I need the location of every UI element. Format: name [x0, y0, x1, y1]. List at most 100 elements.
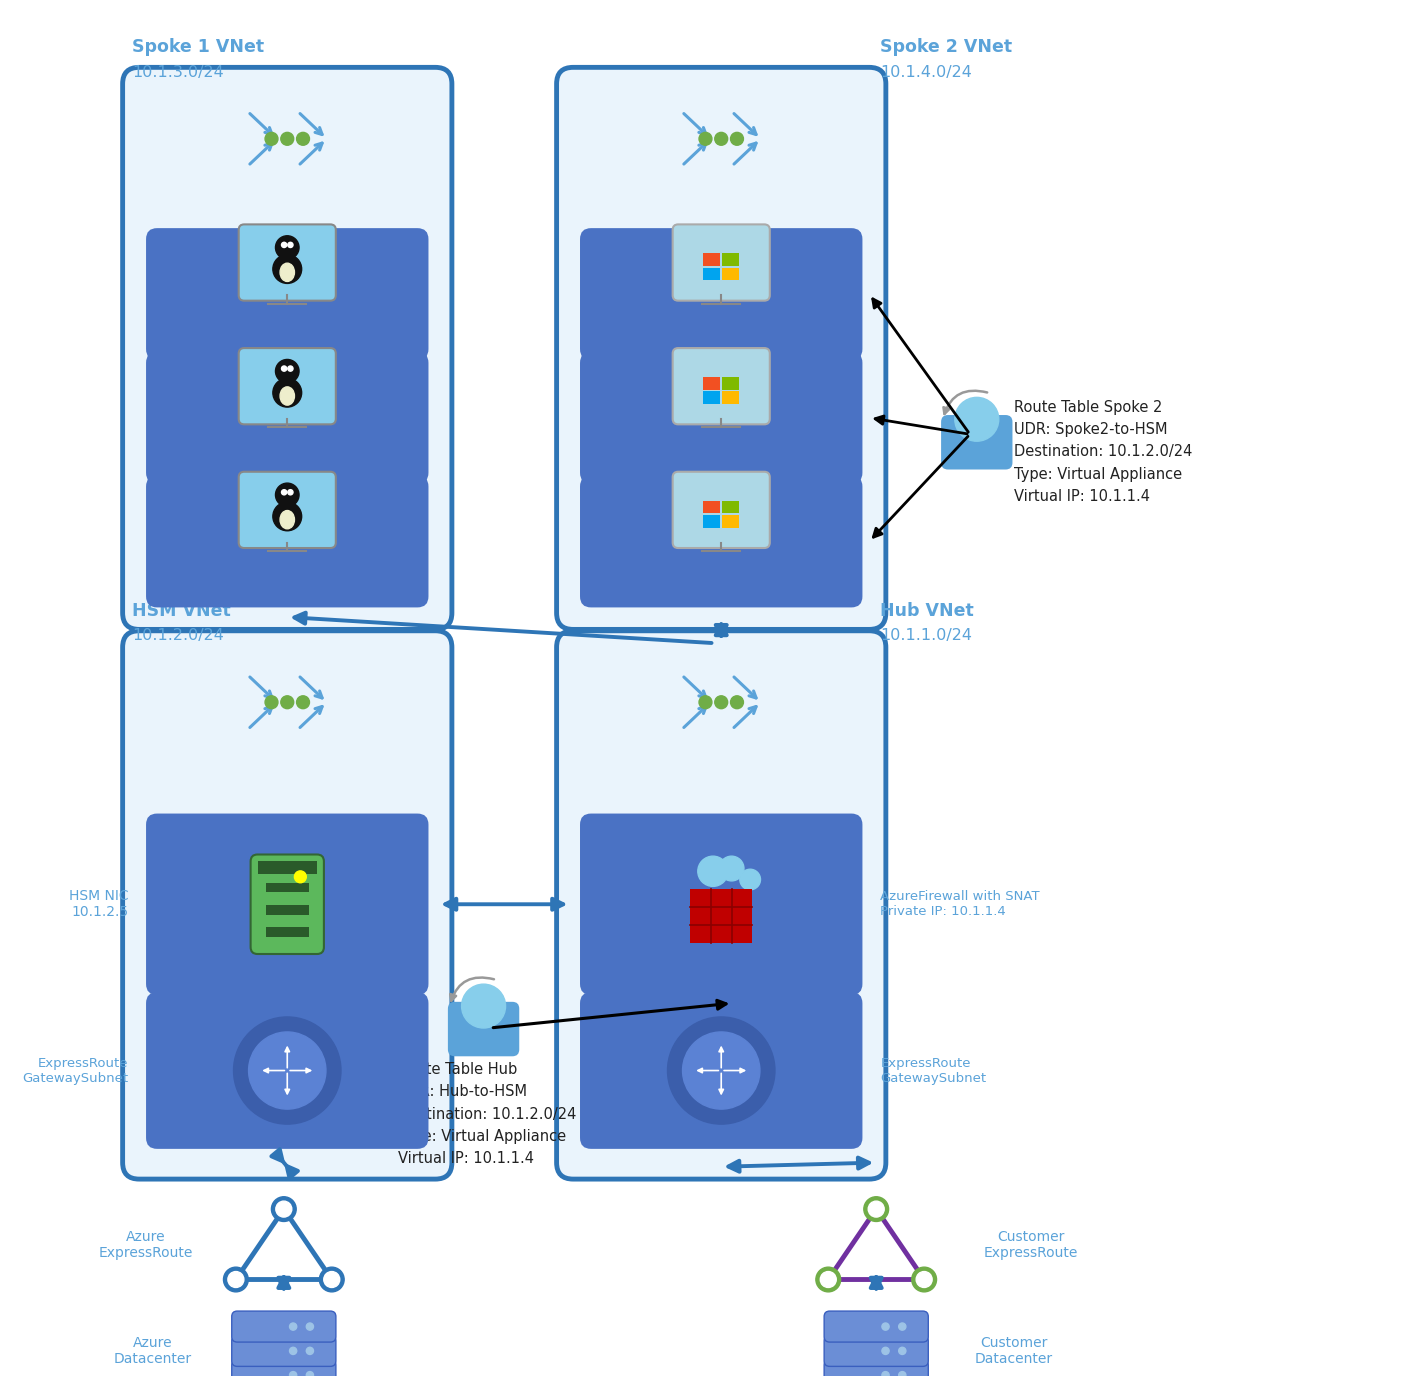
Circle shape	[917, 1271, 932, 1287]
FancyBboxPatch shape	[580, 993, 863, 1148]
FancyBboxPatch shape	[232, 1336, 337, 1366]
FancyBboxPatch shape	[556, 631, 886, 1179]
Circle shape	[282, 490, 287, 494]
FancyBboxPatch shape	[722, 501, 739, 514]
Circle shape	[715, 132, 728, 145]
FancyBboxPatch shape	[122, 67, 452, 629]
FancyBboxPatch shape	[146, 351, 428, 483]
FancyBboxPatch shape	[673, 224, 770, 300]
Text: Customer
Datacenter: Customer Datacenter	[974, 1336, 1053, 1366]
FancyBboxPatch shape	[824, 1359, 928, 1377]
Circle shape	[719, 856, 743, 881]
FancyBboxPatch shape	[232, 1359, 337, 1377]
FancyBboxPatch shape	[722, 267, 739, 280]
Circle shape	[955, 398, 998, 441]
FancyBboxPatch shape	[146, 475, 428, 607]
FancyBboxPatch shape	[703, 267, 719, 280]
FancyBboxPatch shape	[722, 391, 739, 403]
Circle shape	[715, 695, 728, 709]
Circle shape	[228, 1271, 244, 1287]
Circle shape	[265, 132, 277, 145]
Circle shape	[290, 1323, 297, 1330]
Circle shape	[265, 695, 277, 709]
FancyBboxPatch shape	[703, 377, 719, 390]
Circle shape	[731, 695, 743, 709]
Circle shape	[898, 1371, 905, 1377]
Text: ExpressRoute
GatewaySubnet: ExpressRoute GatewaySubnet	[880, 1056, 987, 1085]
Circle shape	[280, 132, 294, 145]
FancyBboxPatch shape	[703, 515, 719, 527]
FancyBboxPatch shape	[580, 229, 863, 359]
FancyBboxPatch shape	[580, 351, 863, 483]
Circle shape	[865, 1197, 888, 1221]
Text: Hub VNet: Hub VNet	[880, 602, 974, 620]
Text: Spoke 1 VNet: Spoke 1 VNet	[132, 39, 265, 56]
Circle shape	[224, 1267, 248, 1292]
Circle shape	[912, 1267, 936, 1292]
Circle shape	[282, 242, 287, 248]
Circle shape	[667, 1018, 774, 1124]
Ellipse shape	[280, 511, 294, 529]
FancyBboxPatch shape	[258, 862, 317, 874]
FancyBboxPatch shape	[580, 814, 863, 996]
FancyBboxPatch shape	[448, 1002, 520, 1056]
Circle shape	[272, 1197, 296, 1221]
Ellipse shape	[280, 263, 294, 281]
Circle shape	[898, 1347, 905, 1355]
Circle shape	[698, 695, 712, 709]
FancyBboxPatch shape	[251, 855, 324, 954]
Text: Customer
ExpressRoute: Customer ExpressRoute	[983, 1230, 1077, 1260]
Circle shape	[320, 1267, 344, 1292]
FancyBboxPatch shape	[703, 253, 719, 266]
Circle shape	[869, 1201, 884, 1217]
FancyBboxPatch shape	[703, 391, 719, 403]
Circle shape	[307, 1347, 314, 1355]
Text: 10.1.4.0/24: 10.1.4.0/24	[880, 65, 972, 80]
Circle shape	[273, 255, 301, 284]
FancyBboxPatch shape	[690, 890, 752, 943]
Text: 10.1.2.0/24: 10.1.2.0/24	[132, 628, 224, 643]
FancyBboxPatch shape	[232, 1311, 337, 1343]
Circle shape	[739, 869, 760, 890]
Circle shape	[276, 235, 298, 259]
Text: Route Table Spoke 2
UDR: Spoke2-to-HSM
Destination: 10.1.2.0/24
Type: Virtual Ap: Route Table Spoke 2 UDR: Spoke2-to-HSM D…	[1014, 399, 1193, 504]
FancyBboxPatch shape	[122, 631, 452, 1179]
Circle shape	[297, 132, 310, 145]
FancyBboxPatch shape	[722, 377, 739, 390]
Text: Route Table Hub
UDR: Hub-to-HSM
Destination: 10.1.2.0/24
Type: Virtual Appliance: Route Table Hub UDR: Hub-to-HSM Destinat…	[398, 1062, 576, 1166]
Text: 10.1.1.0/24: 10.1.1.0/24	[880, 628, 973, 643]
Circle shape	[731, 132, 743, 145]
Circle shape	[273, 503, 301, 530]
Circle shape	[276, 483, 298, 507]
FancyBboxPatch shape	[266, 927, 308, 936]
FancyBboxPatch shape	[824, 1336, 928, 1366]
FancyBboxPatch shape	[941, 414, 1012, 470]
Circle shape	[276, 359, 298, 383]
FancyBboxPatch shape	[703, 501, 719, 514]
Text: Azure
Datacenter: Azure Datacenter	[114, 1336, 191, 1366]
FancyBboxPatch shape	[722, 515, 739, 527]
Circle shape	[815, 1267, 841, 1292]
Text: HSM NIC
10.1.2.5: HSM NIC 10.1.2.5	[69, 890, 128, 920]
Circle shape	[294, 870, 307, 883]
FancyBboxPatch shape	[146, 993, 428, 1148]
Circle shape	[683, 1031, 760, 1108]
Circle shape	[324, 1271, 339, 1287]
Text: Spoke 2 VNet: Spoke 2 VNet	[880, 39, 1012, 56]
Circle shape	[881, 1323, 888, 1330]
FancyBboxPatch shape	[146, 814, 428, 996]
Circle shape	[234, 1018, 341, 1124]
Circle shape	[307, 1371, 314, 1377]
Text: 10.1.3.0/24: 10.1.3.0/24	[132, 65, 224, 80]
Circle shape	[307, 1323, 314, 1330]
Circle shape	[290, 1347, 297, 1355]
Circle shape	[249, 1031, 325, 1108]
FancyBboxPatch shape	[580, 475, 863, 607]
Circle shape	[698, 132, 712, 145]
FancyBboxPatch shape	[266, 883, 308, 892]
FancyBboxPatch shape	[146, 229, 428, 359]
FancyBboxPatch shape	[673, 348, 770, 424]
Circle shape	[287, 366, 293, 372]
FancyBboxPatch shape	[824, 1311, 928, 1343]
Circle shape	[276, 1201, 291, 1217]
